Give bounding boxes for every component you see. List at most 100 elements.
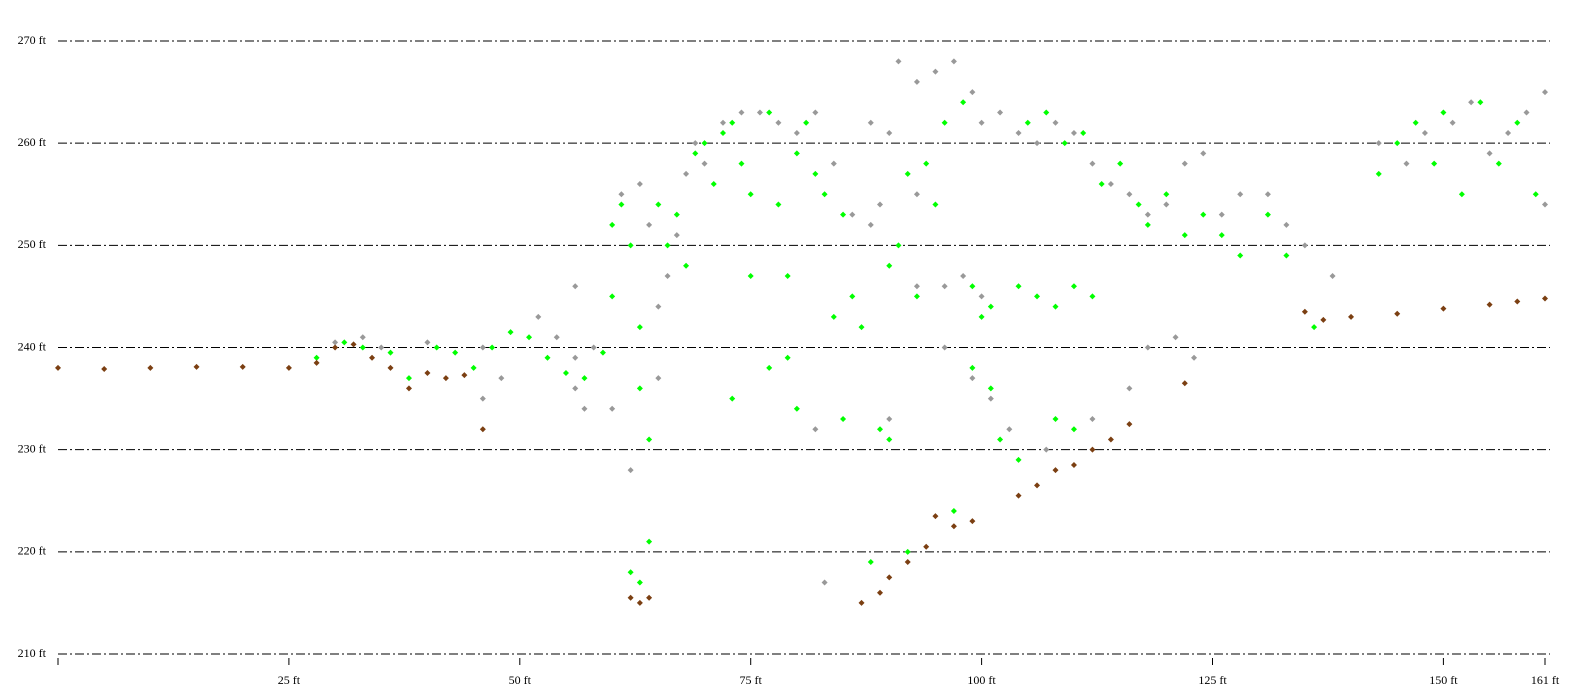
point bbox=[581, 405, 588, 412]
point bbox=[1495, 160, 1502, 167]
point bbox=[1375, 140, 1382, 147]
point bbox=[1015, 492, 1022, 499]
point bbox=[941, 119, 948, 126]
point bbox=[784, 354, 791, 361]
point bbox=[932, 68, 939, 75]
point bbox=[627, 569, 634, 576]
point bbox=[1523, 109, 1530, 116]
point bbox=[987, 385, 994, 392]
point bbox=[997, 436, 1004, 443]
point bbox=[636, 385, 643, 392]
point bbox=[1070, 283, 1077, 290]
point bbox=[775, 119, 782, 126]
y-tick-label: 270 ft bbox=[18, 33, 47, 47]
point bbox=[913, 78, 920, 85]
point bbox=[1070, 426, 1077, 433]
point bbox=[609, 405, 616, 412]
point bbox=[1486, 150, 1493, 157]
point bbox=[969, 518, 976, 525]
point bbox=[655, 375, 662, 382]
point bbox=[498, 375, 505, 382]
point bbox=[1348, 313, 1355, 320]
point bbox=[1163, 191, 1170, 198]
point bbox=[904, 559, 911, 566]
point bbox=[1264, 191, 1271, 198]
point bbox=[1394, 310, 1401, 317]
point bbox=[747, 272, 754, 279]
point bbox=[867, 119, 874, 126]
point bbox=[332, 344, 339, 351]
point bbox=[775, 201, 782, 208]
point bbox=[664, 242, 671, 249]
point bbox=[55, 364, 61, 371]
point bbox=[655, 303, 662, 310]
point bbox=[599, 349, 606, 356]
point bbox=[646, 538, 653, 545]
point bbox=[1070, 129, 1077, 136]
point bbox=[1080, 129, 1087, 136]
point bbox=[489, 344, 496, 351]
point bbox=[1329, 272, 1336, 279]
point bbox=[913, 191, 920, 198]
point bbox=[1043, 446, 1050, 453]
point bbox=[867, 221, 874, 228]
point bbox=[378, 344, 385, 351]
point bbox=[479, 344, 486, 351]
point bbox=[1200, 211, 1207, 218]
point bbox=[987, 395, 994, 402]
point bbox=[886, 574, 893, 581]
point bbox=[1107, 181, 1114, 188]
x-tick-label: 75 ft bbox=[740, 673, 763, 687]
point bbox=[895, 58, 902, 65]
point bbox=[886, 129, 893, 136]
point bbox=[710, 181, 717, 188]
point bbox=[1034, 482, 1041, 489]
point bbox=[590, 344, 597, 351]
point bbox=[886, 262, 893, 269]
point bbox=[840, 416, 847, 423]
point bbox=[618, 191, 625, 198]
point bbox=[1144, 221, 1151, 228]
point bbox=[913, 293, 920, 300]
point bbox=[701, 140, 708, 147]
point bbox=[1218, 232, 1225, 239]
point bbox=[969, 283, 976, 290]
y-tick-label: 260 ft bbox=[18, 135, 47, 149]
point bbox=[1320, 316, 1327, 323]
point bbox=[618, 201, 625, 208]
point bbox=[1144, 344, 1151, 351]
point bbox=[581, 375, 588, 382]
point bbox=[756, 109, 763, 116]
point bbox=[553, 334, 560, 341]
point bbox=[572, 283, 579, 290]
point bbox=[793, 405, 800, 412]
point bbox=[507, 329, 514, 336]
point bbox=[692, 150, 699, 157]
point bbox=[387, 349, 394, 356]
point bbox=[941, 344, 948, 351]
point bbox=[572, 385, 579, 392]
point bbox=[858, 324, 865, 331]
point bbox=[701, 160, 708, 167]
point bbox=[858, 599, 865, 606]
point bbox=[1144, 211, 1151, 218]
point bbox=[646, 594, 653, 601]
point bbox=[1052, 303, 1059, 310]
x-tick-label: 100 ft bbox=[967, 673, 996, 687]
point bbox=[1458, 191, 1465, 198]
point bbox=[461, 372, 468, 379]
point bbox=[960, 99, 967, 106]
point bbox=[923, 543, 930, 550]
point bbox=[904, 170, 911, 177]
point bbox=[387, 364, 394, 371]
y-tick-label: 220 ft bbox=[18, 544, 47, 558]
point bbox=[886, 436, 893, 443]
point bbox=[313, 354, 320, 361]
point bbox=[1070, 461, 1077, 468]
y-tick-label: 210 ft bbox=[18, 646, 47, 660]
point bbox=[1052, 119, 1059, 126]
point bbox=[1311, 324, 1318, 331]
point bbox=[1181, 380, 1188, 387]
point bbox=[692, 140, 699, 147]
